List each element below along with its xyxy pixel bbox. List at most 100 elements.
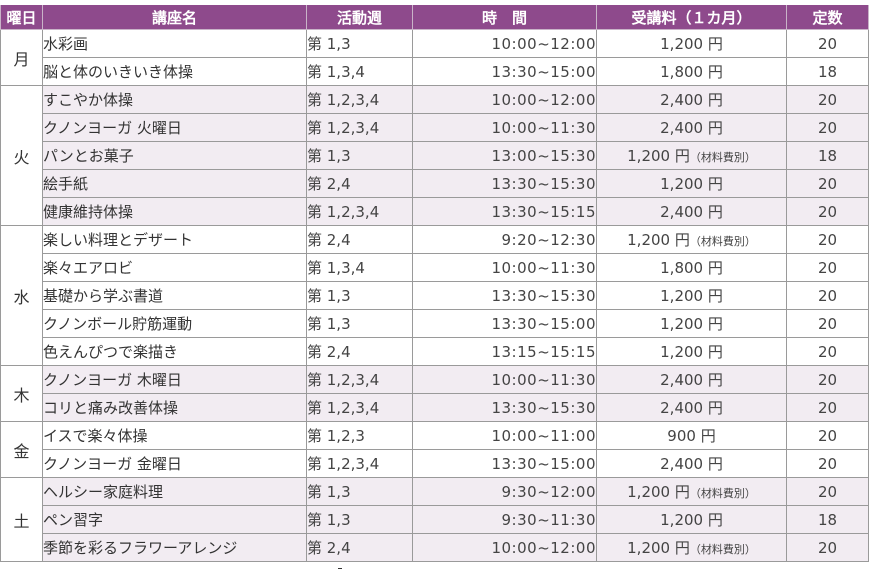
header-course: 講座名 (42, 5, 307, 30)
capacity-cell: 20 (786, 337, 869, 366)
fee-amount: 1,200 円 (660, 343, 723, 361)
time-cell: 13:30~15:30 (412, 393, 597, 422)
fee-cell: 2,400 円 (596, 449, 787, 478)
day-cell: 金 (0, 421, 43, 478)
table-row: 木クノンヨーガ 木曜日第 1,2,3,4 10:00~11:30 2,400 円 20 (0, 365, 869, 422)
fee-amount: 1,200 円 (660, 35, 723, 53)
fee-amount: 1,200 円 (627, 147, 690, 165)
fee-cell: 1,200 円（材料費別） (596, 225, 787, 254)
fee-cell: 1,200 円 (596, 281, 787, 310)
fee-amount: 2,400 円 (660, 119, 723, 137)
fee-cell: 2,400 円 (596, 393, 787, 422)
fee-cell: 1,800 円 (596, 253, 787, 282)
fee-cell: 900 円 (596, 421, 787, 450)
fee-note: （材料費別） (689, 487, 756, 500)
table-row: 火すこやか体操第 1,2,3,4 10:00~12:00 2,400 円 20 (0, 85, 869, 226)
time-cell: 9:30~11:30 (412, 505, 597, 534)
header-capacity: 定数 (786, 5, 869, 30)
capacity-cell: 20 (786, 365, 869, 394)
fee-cell: 1,800 円 (596, 57, 787, 86)
fee-amount: 2,400 円 (660, 91, 723, 109)
table-row: 色えんぴつで楽描き第 2,4 13:15~15:15 1,200 円 20 (1, 337, 869, 366)
course-name-cell: クノンヨーガ 金曜日 (42, 449, 307, 478)
day-cell: 火 (0, 85, 43, 226)
table-row: 季節を彩るフラワーアレンジ第 2,4 10:00~12:00 1,200 円（材料費… (1, 533, 869, 562)
time-cell: 13:00~15:30 (412, 141, 597, 170)
header-day: 曜日 (0, 5, 43, 30)
fee-cell: 1,200 円 (596, 337, 787, 366)
capacity-cell: 20 (786, 253, 869, 282)
activity-week-cell: 第 1,3 (306, 29, 413, 58)
activity-week-cell: 第 1,3,4 (306, 253, 413, 282)
day-cell: 木 (0, 365, 43, 422)
fee-cell: 1,200 円 (596, 169, 787, 198)
time-cell: 13:30~15:30 (412, 169, 597, 198)
fee-amount: 2,400 円 (660, 203, 723, 221)
time-cell: 9:20~12:30 (412, 225, 597, 254)
time-cell: 10:00~11:30 (412, 113, 597, 142)
course-name-cell: コリと痛み改善体操 (42, 393, 307, 422)
fee-cell: 1,200 円 (596, 309, 787, 338)
capacity-cell: 18 (786, 505, 869, 534)
capacity-cell: 20 (786, 449, 869, 478)
activity-week-cell: 第 1,2,3,4 (306, 85, 413, 114)
fee-amount: 1,200 円 (627, 539, 690, 557)
fee-note: （材料費別） (689, 235, 756, 248)
capacity-cell: 20 (786, 421, 869, 450)
course-name-cell: 水彩画 (42, 29, 307, 58)
fee-amount: 2,400 円 (660, 371, 723, 389)
time-cell: 13:30~15:00 (412, 309, 597, 338)
table-row: コリと痛み改善体操第 1,2,3,4 13:30~15:30 2,400 円 20 (1, 393, 869, 422)
time-cell: 10:00~11:00 (412, 421, 597, 450)
course-name-cell: クノンヨーガ 火曜日 (42, 113, 307, 142)
capacity-cell: 20 (786, 29, 869, 58)
time-cell: 13:15~15:15 (412, 337, 597, 366)
fee-cell: 1,200 円 (596, 505, 787, 534)
table-row: パンとお菓子第 1,3 13:00~15:30 1,200 円（材料費別） 18 (1, 141, 869, 170)
table-row: 絵手紙第 2,4 13:30~15:30 1,200 円 20 (1, 169, 869, 198)
table-row: 土ヘルシー家庭料理第 1,3 9:30~12:00 1,200 円（材料費別） 20 (0, 477, 869, 562)
activity-week-cell: 第 1,2,3 (306, 421, 413, 450)
fee-cell: 2,400 円 (596, 197, 787, 226)
time-cell: 10:00~12:00 (412, 85, 597, 114)
capacity-cell: 20 (786, 477, 869, 506)
capacity-cell: 20 (786, 85, 869, 114)
table-row: 水楽しい料理とデザート第 2,4 9:20~12:30 1,200 円（材料費別） 2… (0, 225, 869, 366)
capacity-cell: 18 (786, 141, 869, 170)
fee-note: （材料費別） (689, 151, 756, 164)
activity-week-cell: 第 1,3 (306, 141, 413, 170)
time-cell: 10:00~12:00 (412, 533, 597, 562)
table-row: クノンボール貯筋運動第 1,3 13:30~15:00 1,200 円 20 (1, 309, 869, 338)
fee-amount: 1,200 円 (660, 287, 723, 305)
activity-week-cell: 第 1,2,3,4 (306, 197, 413, 226)
time-cell: 10:00~11:30 (412, 365, 597, 394)
activity-week-cell: 第 1,2,3,4 (306, 365, 413, 394)
course-name-cell: ヘルシー家庭料理 (42, 477, 307, 506)
time-cell: 10:00~11:30 (412, 253, 597, 282)
capacity-cell: 20 (786, 533, 869, 562)
day-cell: 水 (0, 225, 43, 366)
header-row: 曜日 講座名 活動週 時 間 受講料（１カ月） 定数 (0, 5, 869, 30)
fee-cell: 1,200 円（材料費別） (596, 477, 787, 506)
course-name-cell: 楽しい料理とデザート (42, 225, 307, 254)
fee-cell: 1,200 円（材料費別） (596, 533, 787, 562)
course-name-cell: クノンヨーガ 木曜日 (42, 365, 307, 394)
course-name-cell: 基礎から学ぶ書道 (42, 281, 307, 310)
course-name-cell: クノンボール貯筋運動 (42, 309, 307, 338)
fee-cell: 2,400 円 (596, 113, 787, 142)
time-cell: 13:30~15:15 (412, 197, 597, 226)
activity-week-cell: 第 1,2,3,4 (306, 449, 413, 478)
fee-cell: 2,400 円 (596, 85, 787, 114)
table-row: クノンヨーガ 火曜日第 1,2,3,4 10:00~11:30 2,400 円 20 (1, 113, 869, 142)
course-name-cell: 色えんぴつで楽描き (42, 337, 307, 366)
activity-week-cell: 第 1,3 (306, 477, 413, 506)
activity-week-cell: 第 1,3 (306, 309, 413, 338)
table-row: 金イスで楽々体操第 1,2,3 10:00~11:00 900 円 20 (0, 421, 869, 478)
time-cell: 13:30~15:00 (412, 57, 597, 86)
activity-week-cell: 第 1,2,3,4 (306, 113, 413, 142)
time-cell: 9:30~12:00 (412, 477, 597, 506)
activity-week-cell: 第 2,4 (306, 533, 413, 562)
course-name-cell: 楽々エアロビ (42, 253, 307, 282)
fee-amount: 1,200 円 (660, 315, 723, 333)
time-cell: 13:30~15:00 (412, 449, 597, 478)
